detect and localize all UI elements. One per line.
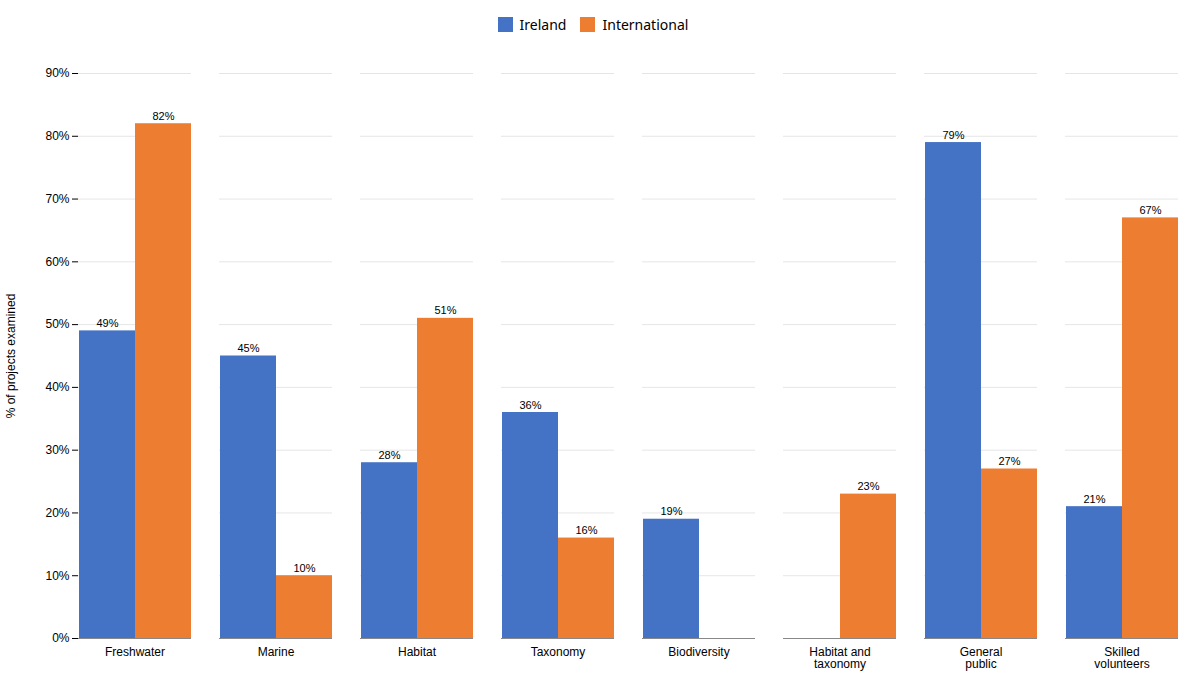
svg-text:67%: 67%	[1139, 204, 1161, 216]
svg-text:80%: 80%	[45, 129, 69, 143]
html-text:Ireland: Ireland	[519, 15, 567, 34]
svg-text:82%: 82%	[152, 110, 174, 122]
svg-text:Biodiversity: Biodiversity	[668, 645, 729, 659]
svg-text:49%: 49%	[96, 317, 118, 329]
svg-text:28%: 28%	[378, 449, 400, 461]
svg-text:20%: 20%	[45, 506, 69, 520]
svg-text:40%: 40%	[45, 380, 69, 394]
html-text:International: International	[602, 15, 689, 34]
svg-text:30%: 30%	[45, 443, 69, 457]
svg-text:16%: 16%	[575, 524, 597, 536]
svg-text:50%: 50%	[45, 317, 69, 331]
svg-text:36%: 36%	[519, 399, 541, 411]
svg-text:0%: 0%	[52, 631, 70, 645]
svg-text:Skilledvolunteers: Skilledvolunteers	[1094, 645, 1149, 671]
svg-text:27%: 27%	[998, 455, 1020, 467]
svg-text:10%: 10%	[293, 562, 315, 574]
svg-text:90%: 90%	[45, 66, 69, 80]
svg-text:70%: 70%	[45, 192, 69, 206]
svg-text:Marine: Marine	[258, 645, 295, 659]
svg-text:10%: 10%	[45, 569, 69, 583]
svg-text:% of projects examined: % of projects examined	[4, 294, 18, 419]
svg-text:Freshwater: Freshwater	[105, 645, 165, 659]
svg-text:Habitat andtaxonomy: Habitat andtaxonomy	[809, 645, 870, 671]
svg-text:19%: 19%	[660, 505, 682, 517]
svg-text:21%: 21%	[1083, 493, 1105, 505]
svg-text:23%: 23%	[857, 480, 879, 492]
svg-text:60%: 60%	[45, 255, 69, 269]
svg-text:79%: 79%	[942, 129, 964, 141]
svg-text:Habitat: Habitat	[398, 645, 437, 659]
svg-text:51%: 51%	[434, 304, 456, 316]
svg-text:Generalpublic: Generalpublic	[960, 645, 1003, 671]
svg-text:45%: 45%	[237, 342, 259, 354]
svg-text:Taxonomy: Taxonomy	[531, 645, 586, 659]
